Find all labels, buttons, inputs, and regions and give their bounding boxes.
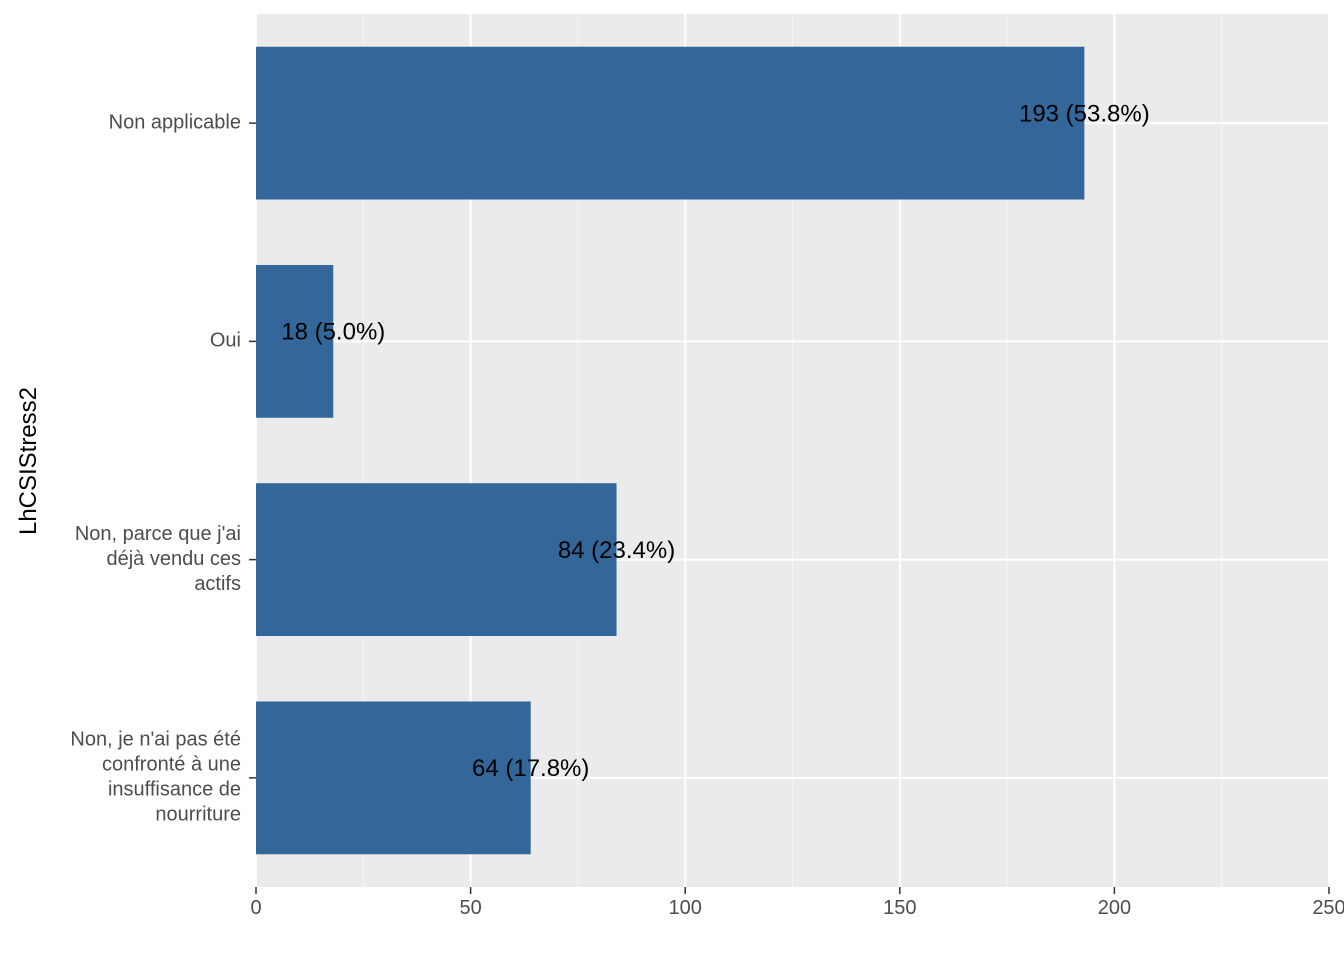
y-tick-label: confronté à une [102,754,241,776]
y-axis: Non applicable Oui Non, parce que j'ai déjà… [70,111,256,826]
y-tick-label: Non applicable [109,111,241,133]
x-axis: 0 50 100 150 200 250 [250,887,1344,919]
y-tick-label: Non, je n'ai pas été [70,729,241,751]
y-tick-label: insuffisance de [108,779,241,801]
x-tick-label: 150 [883,897,916,919]
y-tick-label: déjà vendu ces [106,548,241,570]
x-tick-label: 250 [1312,897,1344,919]
bar [256,483,617,637]
bar-value-label: 193 (53.8%) [1019,100,1150,127]
y-tick-label: nourriture [155,804,241,826]
y-axis-title: LhCSIStress2 [15,387,42,535]
bar-value-label: 64 (17.8%) [472,755,589,782]
data-labels: 193 (53.8%) 18 (5.0%) 84 (23.4%) 64 (17.8%) [281,100,1150,782]
x-tick-label: 50 [459,897,481,919]
y-tick-label: actifs [194,573,241,595]
y-tick-label: Non, parce que j'ai [75,523,241,545]
x-tick-label: 0 [250,897,261,919]
y-tick-label: Oui [210,330,241,352]
bar [256,264,334,418]
bars [256,46,1085,855]
bar [256,46,1085,200]
x-tick-label: 200 [1098,897,1131,919]
bar-value-label: 84 (23.4%) [558,537,675,564]
bar [256,701,531,855]
x-tick-label: 100 [669,897,702,919]
bar-value-label: 18 (5.0%) [281,319,385,346]
